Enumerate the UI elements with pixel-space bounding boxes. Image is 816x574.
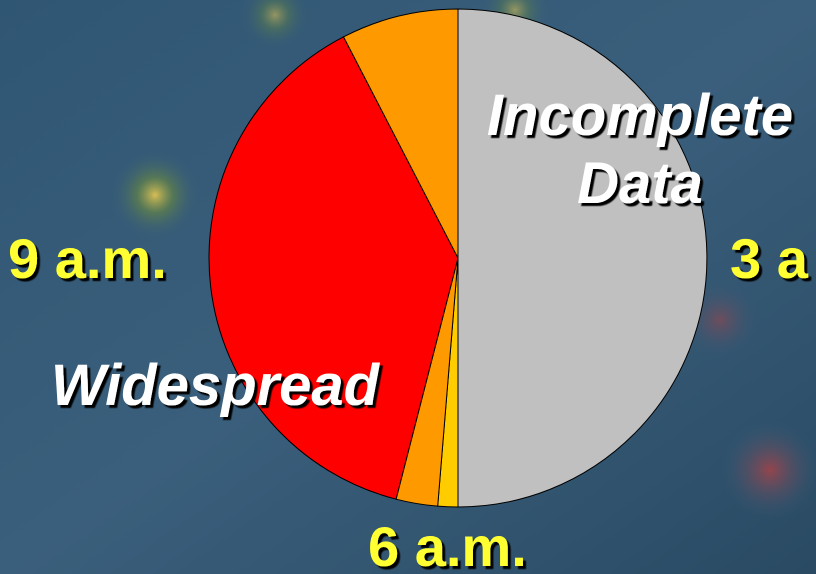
- annotation: Incomplete Data: [487, 83, 793, 216]
- time-label: 9 a.m.: [8, 227, 167, 290]
- background-light: [720, 420, 816, 520]
- pie-slice: [342, 8, 459, 259]
- pie-slice: [457, 8, 708, 508]
- time-label: 6 a.m.: [368, 515, 527, 574]
- background-light: [240, 0, 310, 50]
- annotation: Widespread: [51, 353, 381, 418]
- pie-slice: [208, 36, 459, 500]
- background-light: [110, 150, 200, 240]
- time-label: 3 a: [730, 227, 809, 290]
- pie: [208, 8, 708, 508]
